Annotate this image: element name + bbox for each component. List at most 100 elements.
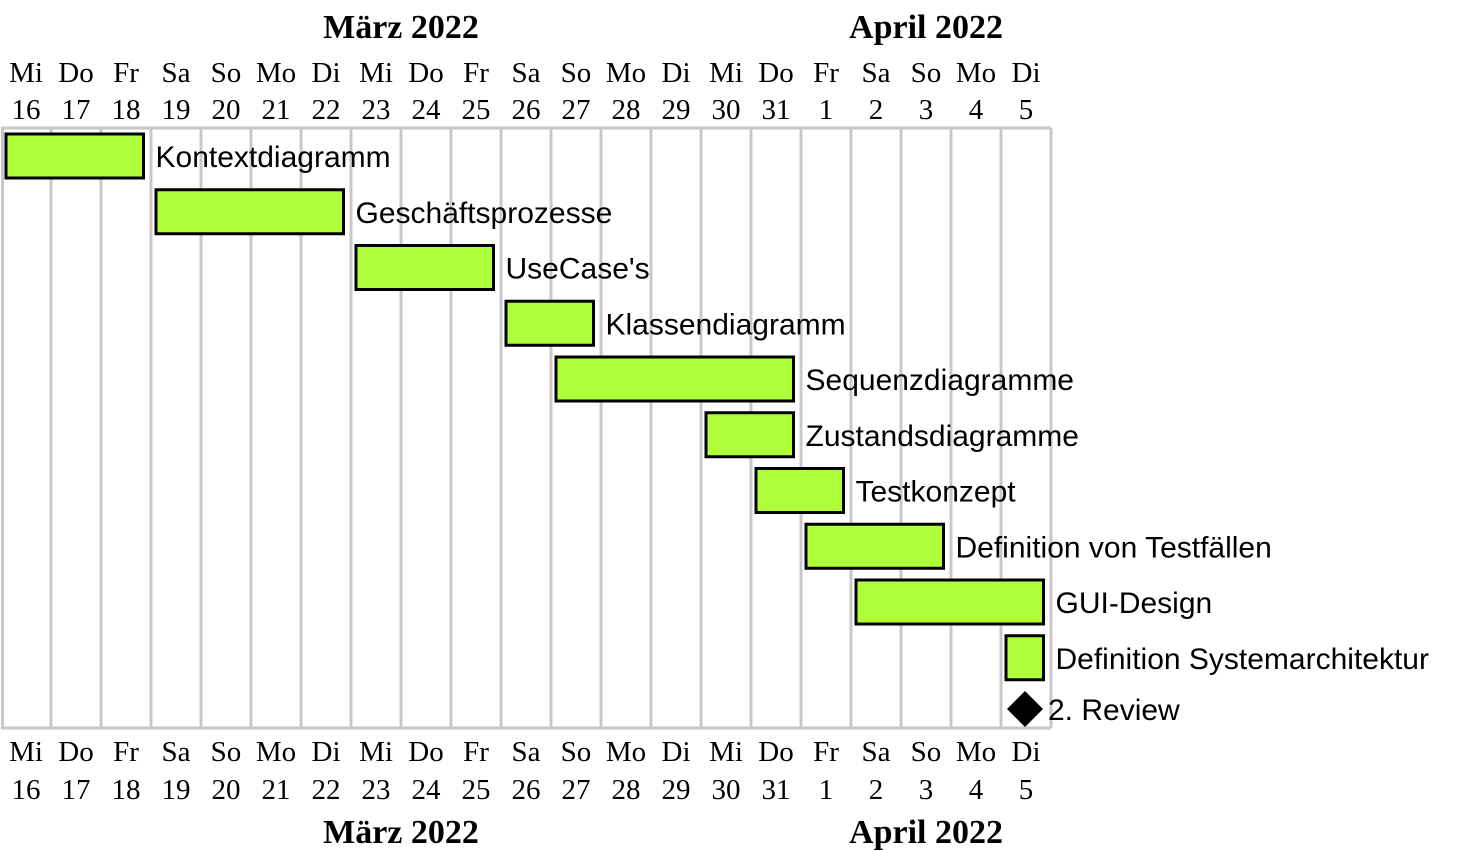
weekday-label: Mo <box>606 57 646 89</box>
month-label: März 2022 <box>323 814 479 851</box>
day-number-label: 19 <box>162 774 191 806</box>
day-number-label: 25 <box>462 774 491 806</box>
day-number-label: 28 <box>612 774 641 806</box>
day-number-label: 17 <box>62 94 91 126</box>
weekday-label: Sa <box>162 57 191 89</box>
day-number-label: 16 <box>12 94 41 126</box>
day-number-label: 26 <box>512 94 541 126</box>
weekday-label: Sa <box>862 736 891 768</box>
milestone-diamond <box>1007 691 1043 727</box>
weekday-label: So <box>211 57 242 89</box>
day-number-label: 16 <box>12 774 41 806</box>
day-number-label: 23 <box>362 94 391 126</box>
weekday-label: Sa <box>862 57 891 89</box>
month-header-bottom: März 2022 April 2022 <box>323 814 1003 851</box>
day-number-label: 19 <box>162 94 191 126</box>
day-number-label: 21 <box>262 94 291 126</box>
task-bar <box>154 188 345 236</box>
weekday-label: Di <box>312 736 341 768</box>
task-label: Sequenzdiagramme <box>806 364 1075 397</box>
task-bar <box>704 411 795 459</box>
day-header-top: Mi16Do17Fr18Sa19So20Mo21Di22Mi23Do24Fr25… <box>9 57 1040 126</box>
day-number-label: 17 <box>62 774 91 806</box>
weekday-label: Sa <box>162 736 191 768</box>
day-number-label: 22 <box>312 94 341 126</box>
milestone-rows: 2. Review <box>1007 691 1180 727</box>
day-number-label: 24 <box>412 774 442 806</box>
day-number-label: 29 <box>662 94 691 126</box>
task-label: Definition von Testfällen <box>956 531 1272 564</box>
weekday-label: So <box>911 736 942 768</box>
task-bar <box>354 244 495 291</box>
weekday-label: Di <box>312 57 341 89</box>
day-number-label: 31 <box>762 774 791 806</box>
day-number-label: 18 <box>112 774 141 806</box>
day-number-label: 20 <box>212 774 241 806</box>
weekday-label: Mo <box>956 57 996 89</box>
weekday-label: Di <box>1012 736 1041 768</box>
day-number-label: 18 <box>112 94 141 126</box>
task-rows: Kontextdiagramm Geschäftsprozesse UseCase'… <box>4 132 1429 682</box>
day-number-label: 29 <box>662 774 691 806</box>
day-number-label: 4 <box>969 774 984 806</box>
weekday-label: Di <box>1012 57 1041 89</box>
day-number-label: 24 <box>412 94 442 126</box>
task-label: Klassendiagramm <box>606 308 846 341</box>
day-number-label: 27 <box>562 774 591 806</box>
day-header-bottom: Mi16Do17Fr18Sa19So20Mo21Di22Mi23Do24Fr25… <box>9 736 1040 806</box>
day-number-label: 20 <box>212 94 241 126</box>
weekday-label: Fr <box>463 57 489 89</box>
day-number-label: 22 <box>312 774 341 806</box>
task-bar <box>804 522 945 570</box>
day-number-label: 31 <box>762 94 791 126</box>
task-bar <box>4 132 145 180</box>
day-number-label: 2 <box>869 94 884 126</box>
weekday-label: Mi <box>9 736 43 768</box>
weekday-label: Sa <box>512 736 541 768</box>
task-label: Zustandsdiagramme <box>806 420 1079 453</box>
weekday-label: So <box>911 57 942 89</box>
task-bar <box>1004 634 1045 682</box>
day-number-label: 3 <box>919 774 934 806</box>
task-label: GUI-Design <box>1056 587 1213 620</box>
weekday-label: So <box>561 736 592 768</box>
task-label: Testkonzept <box>856 476 1017 509</box>
day-number-label: 1 <box>819 774 834 806</box>
weekday-label: Fr <box>113 736 139 768</box>
day-number-label: 5 <box>1019 94 1034 126</box>
weekday-label: Fr <box>813 736 839 768</box>
task-bar <box>754 467 845 514</box>
day-number-label: 26 <box>512 774 541 806</box>
month-label: April 2022 <box>849 9 1003 46</box>
weekday-label: So <box>561 57 592 89</box>
weekday-label: Mo <box>256 736 296 768</box>
milestone-label: 2. Review <box>1048 694 1180 727</box>
weekday-label: Mi <box>9 57 43 89</box>
weekday-label: Fr <box>463 736 489 768</box>
month-label: April 2022 <box>849 814 1003 851</box>
day-number-label: 23 <box>362 774 391 806</box>
weekday-label: Do <box>58 57 93 89</box>
day-number-label: 21 <box>262 774 291 806</box>
task-bar <box>554 355 795 403</box>
weekday-label: Fr <box>813 57 839 89</box>
weekday-label: Mo <box>956 736 996 768</box>
weekday-label: Mi <box>359 57 393 89</box>
weekday-label: Do <box>758 736 793 768</box>
task-bar <box>504 299 595 347</box>
weekday-label: Mi <box>709 57 743 89</box>
task-label: Geschäftsprozesse <box>356 197 613 230</box>
day-number-label: 3 <box>919 94 934 126</box>
day-number-label: 30 <box>712 774 741 806</box>
day-number-label: 2 <box>869 774 884 806</box>
day-number-label: 27 <box>562 94 591 126</box>
weekday-label: Mi <box>709 736 743 768</box>
day-number-label: 28 <box>612 94 641 126</box>
task-label: Definition Systemarchitektur <box>1056 643 1429 676</box>
weekday-label: Do <box>408 736 443 768</box>
day-number-label: 25 <box>462 94 491 126</box>
weekday-label: Do <box>58 736 93 768</box>
weekday-label: Do <box>408 57 443 89</box>
weekday-label: Di <box>662 57 691 89</box>
